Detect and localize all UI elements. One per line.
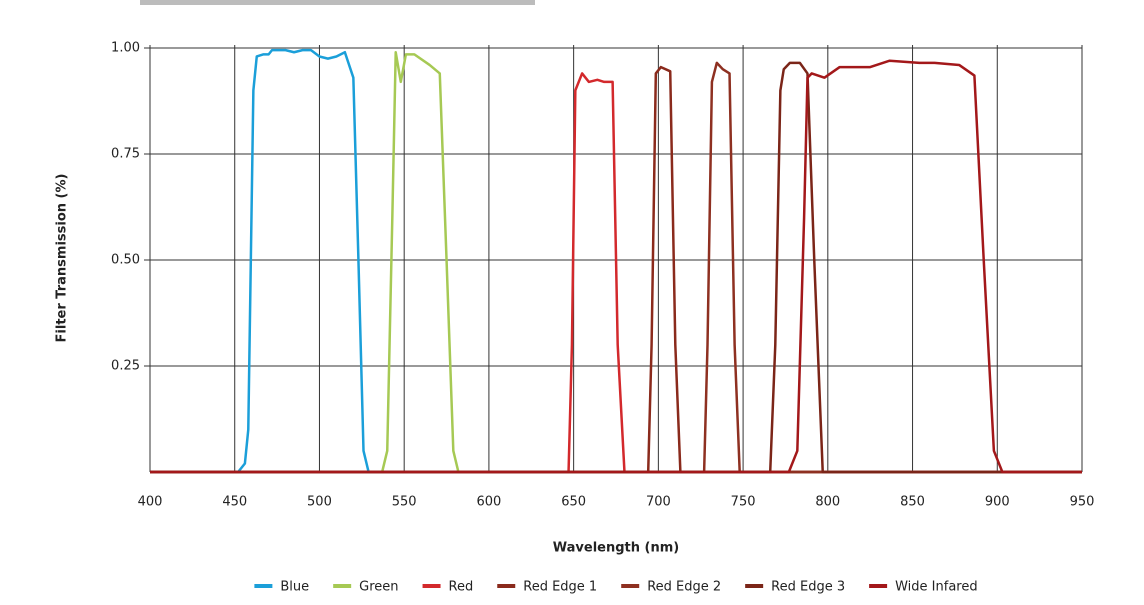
series-line — [150, 72, 1082, 474]
series-line — [150, 61, 1082, 474]
y-tick-label: 0.25 — [111, 359, 140, 374]
x-tick-label: 800 — [815, 495, 840, 510]
y-tick-label: 1.00 — [111, 41, 140, 56]
legend-label: Red — [449, 580, 474, 595]
legend-label: Blue — [280, 580, 309, 595]
x-axis-title: Wavelength (nm) — [553, 541, 679, 556]
x-tick-label: 650 — [561, 495, 586, 510]
x-tick-label: 700 — [646, 495, 671, 510]
legend-label: Red Edge 3 — [771, 580, 845, 595]
y-tick-label: 0.50 — [111, 253, 140, 268]
x-tick-label: 850 — [900, 495, 925, 510]
photo-edge — [140, 0, 535, 5]
x-tick-label: 400 — [138, 495, 163, 510]
series-line — [150, 65, 1082, 474]
x-tick-label: 600 — [476, 495, 501, 510]
series-line — [150, 59, 1082, 474]
series-line — [150, 50, 1082, 474]
series-line — [150, 48, 1082, 474]
x-tick-label: 550 — [392, 495, 417, 510]
x-tick-label: 750 — [731, 495, 756, 510]
x-tick-label: 900 — [985, 495, 1010, 510]
y-tick-label: 0.75 — [111, 147, 140, 162]
x-tick-label: 450 — [222, 495, 247, 510]
x-tick-label: 950 — [1070, 495, 1095, 510]
legend-label: Red Edge 2 — [647, 580, 721, 595]
series-line — [150, 61, 1082, 474]
legend: Blue Green Red Red Edge 1 Red Edge 2 Red Edge… — [254, 580, 978, 595]
legend-label: Green — [359, 580, 398, 595]
x-tick-label: 500 — [307, 495, 332, 510]
legend-label: Red Edge 1 — [523, 580, 597, 595]
legend-label: Wide Infared — [895, 580, 978, 595]
y-axis-title: Filter Transmission (%) — [55, 174, 70, 343]
